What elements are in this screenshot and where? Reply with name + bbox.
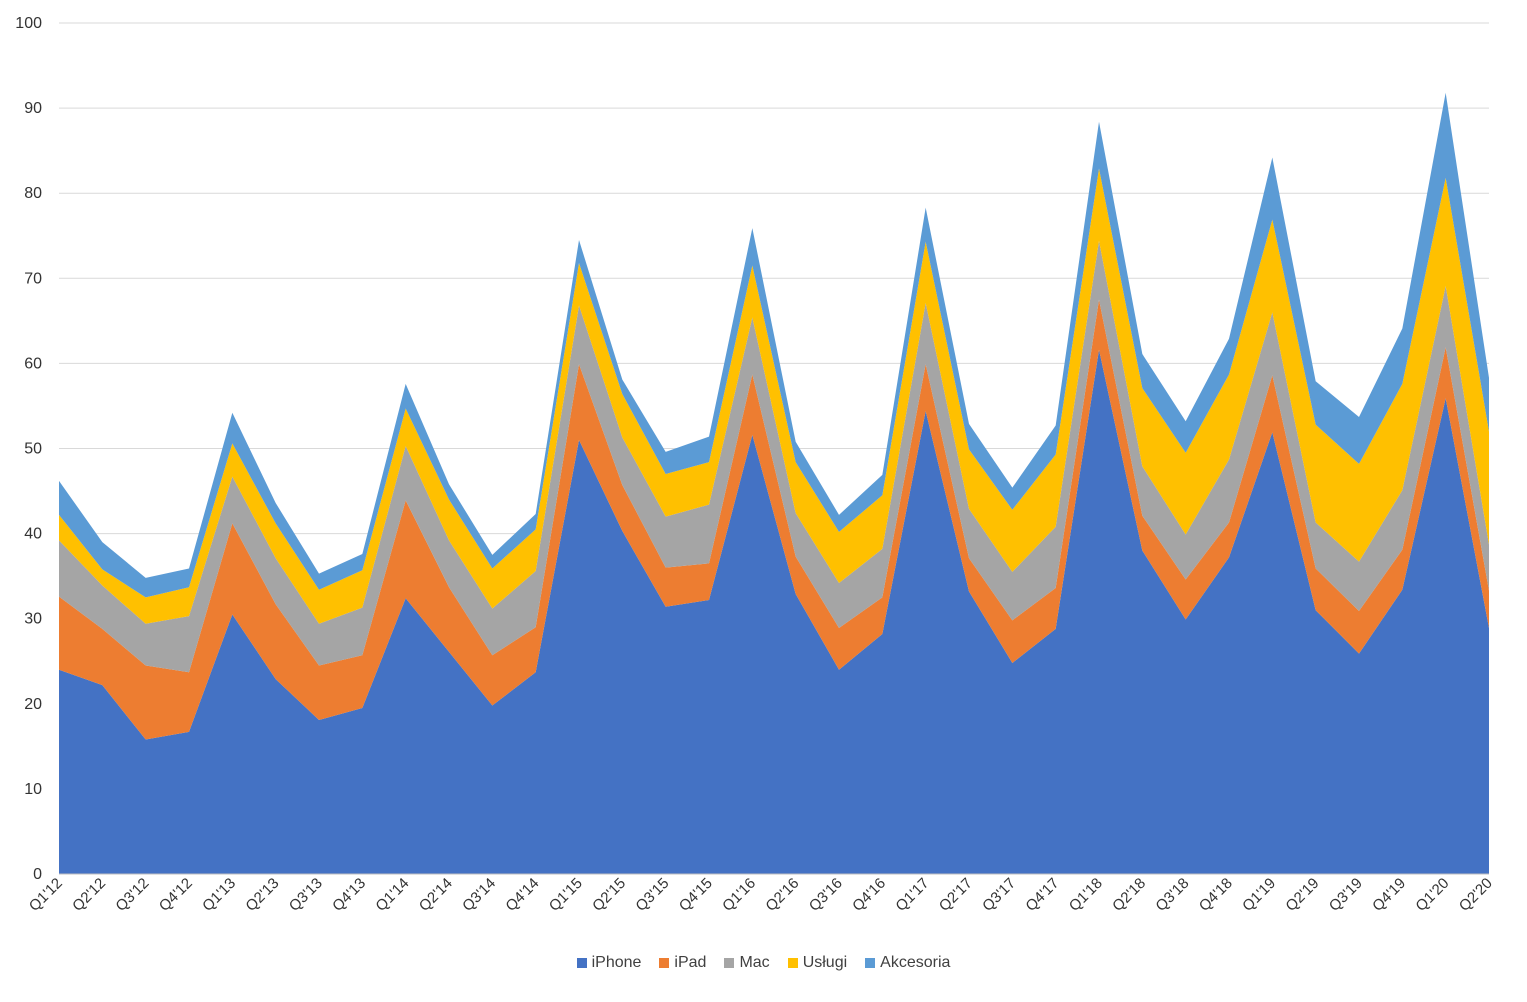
x-tick-label: Q4'17 [1022,875,1062,915]
y-tick-label: 100 [15,15,42,32]
y-tick-label: 0 [33,866,42,883]
area-mac [59,240,1489,673]
legend-label: Akcesoria [880,954,951,971]
x-tick-label: Q2'13 [242,875,282,915]
y-tick-label: 40 [24,526,42,543]
legend-swatch [576,958,587,968]
x-tick-label: Q4'16 [849,875,889,915]
y-tick-label: 70 [24,270,42,287]
x-tick-label: Q1'19 [1239,875,1279,915]
legend: iPhone iPad Mac Usługi Akcesoria [0,954,1527,972]
legend-label: iPad [674,954,707,971]
y-tick-label: 10 [24,781,42,798]
area-ipad [59,299,1489,740]
legend-swatch [659,958,670,968]
x-tick-label: Q2'17 [936,875,976,915]
x-tick-label: Q3'16 [806,875,846,915]
x-tick-label: Q1'13 [199,875,239,915]
x-tick-label: Q4'15 [676,875,716,915]
x-tick-label: Q1'20 [1412,875,1452,915]
y-tick-label: 90 [24,100,42,117]
legend-item: Mac [724,954,770,972]
x-tick-label: Q3'17 [979,875,1019,915]
area-series [59,92,1489,874]
x-tick-label: Q2'20 [1456,875,1496,915]
x-tick-label: Q3'18 [1152,875,1192,915]
x-tick-label: Q4'19 [1369,875,1409,915]
x-tick-label: Q2'14 [416,875,456,915]
legend-item: iPad [659,954,706,972]
x-tick-label: Q3'12 [112,875,152,915]
x-tick-label: Q3'19 [1326,875,1366,915]
legend-item: Akcesoria [865,954,950,972]
x-tick-label: Q4'14 [502,875,542,915]
x-tick-label: Q1'15 [546,875,586,915]
x-tick-label: Q3'14 [459,875,499,915]
x-tick-label: Q2'16 [762,875,802,915]
x-tick-label: Q1'17 [892,875,932,915]
y-tick-label: 20 [24,696,42,713]
legend-swatch [787,958,798,968]
legend-label: Usługi [802,954,848,971]
y-tick-label: 60 [24,355,42,372]
x-tick-label: Q1'14 [372,875,412,915]
x-tick-label: Q1'16 [719,875,759,915]
x-tick-label: Q3'13 [286,875,326,915]
x-tick-label: Q2'12 [69,875,109,915]
x-tick-label: Q2'15 [589,875,629,915]
legend-swatch [865,958,876,968]
area-akcesoria [59,92,1489,598]
x-tick-label: Q2'18 [1109,875,1149,915]
x-tick-label: Q4'12 [156,875,196,915]
x-tick-label: Q4'18 [1196,875,1236,915]
area-iphone [59,349,1489,874]
legend-item: Usługi [787,954,848,972]
y-tick-label: 50 [24,441,42,458]
legend-label: Mac [739,954,770,971]
legend-item: iPhone [576,954,642,972]
legend-label: iPhone [591,954,642,971]
x-tick-label: Q2'19 [1282,875,1322,915]
x-tick-label: Q1'18 [1066,875,1106,915]
x-tick-label: Q3'15 [632,875,672,915]
area-us-ugi [59,168,1489,624]
y-tick-label: 30 [24,611,42,628]
x-tick-label: Q1'12 [26,875,66,915]
legend-swatch [724,958,735,968]
y-tick-label: 80 [24,185,42,202]
x-tick-label: Q4'13 [329,875,369,915]
